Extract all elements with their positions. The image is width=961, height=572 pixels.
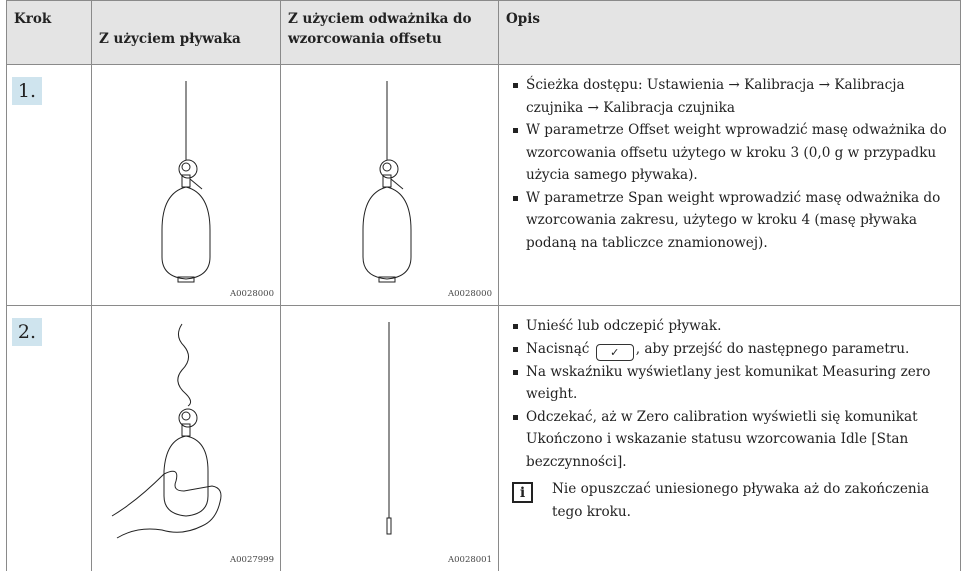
enter-key-icon: ✓	[595, 343, 634, 361]
step-label: 2.	[12, 318, 42, 346]
image-code: A0028001	[448, 555, 492, 565]
bullet-item: Odczekać, aż w Zero calibration wyświetl…	[512, 406, 954, 474]
bullet-item: Nacisnąć ✓, aby przejść do następnego pa…	[512, 338, 954, 361]
description-cell: Ścieżka dostępu: Ustawienia → Kalibracja…	[498, 64, 961, 305]
image-code: A0027999	[230, 555, 274, 565]
hand-float-drawing	[111, 323, 222, 539]
float-drawing	[161, 81, 211, 283]
header-cell: Z użyciem pływaka	[91, 0, 280, 64]
image-cell: A0028001	[280, 305, 498, 571]
description-cell: Unieść lub odczepić pływak. Nacisnąć ✓, …	[498, 305, 961, 571]
float-drawing	[362, 81, 412, 283]
note: i Nie opuszczać uniesionego pływaka aż do…	[512, 478, 954, 523]
image-code: A0028000	[230, 289, 274, 299]
bullet-item: W parametrze Span weight wprowadzić masę…	[512, 187, 954, 255]
bullet-item: Unieść lub odczepić pływak.	[512, 315, 954, 338]
bullet-item: Na wskaźniku wyświetlany jest komunikat …	[512, 361, 954, 406]
bullet-list: Unieść lub odczepić pływak. Nacisnąć ✓, …	[512, 315, 954, 473]
header-cell: Z użyciem odważnika do wzorcowania offse…	[280, 0, 498, 64]
step-label: 1.	[12, 77, 42, 105]
info-icon: i	[512, 482, 533, 503]
image-cell: A0028000	[280, 64, 498, 305]
header-text: Opis	[506, 11, 540, 27]
step-cell: 1.	[6, 64, 91, 305]
image-cell: A0027999	[91, 305, 280, 571]
header-text: Z użyciem pływaka	[99, 31, 241, 47]
text: Nacisnąć	[526, 340, 590, 357]
note-text: Nie opuszczać uniesionego pływaka aż do …	[552, 481, 930, 520]
image-code: A0028000	[448, 289, 492, 299]
step-cell: 2.	[6, 305, 91, 571]
header-cell: Krok	[6, 0, 91, 64]
image-cell: A0028000	[91, 64, 280, 305]
wire-drawing	[386, 322, 392, 535]
text: , aby przejść do następnego parametru.	[635, 340, 910, 357]
bullet-item: Ścieżka dostępu: Ustawienia → Kalibracja…	[512, 74, 954, 119]
header-text: Z użyciem odważnika do wzorcowania offse…	[288, 11, 472, 47]
header-cell: Opis	[498, 0, 961, 64]
bullet-list: Ścieżka dostępu: Ustawienia → Kalibracja…	[512, 74, 954, 254]
header-text: Krok	[14, 11, 52, 27]
bullet-item: W parametrze Offset weight wprowadzić ma…	[512, 119, 954, 187]
